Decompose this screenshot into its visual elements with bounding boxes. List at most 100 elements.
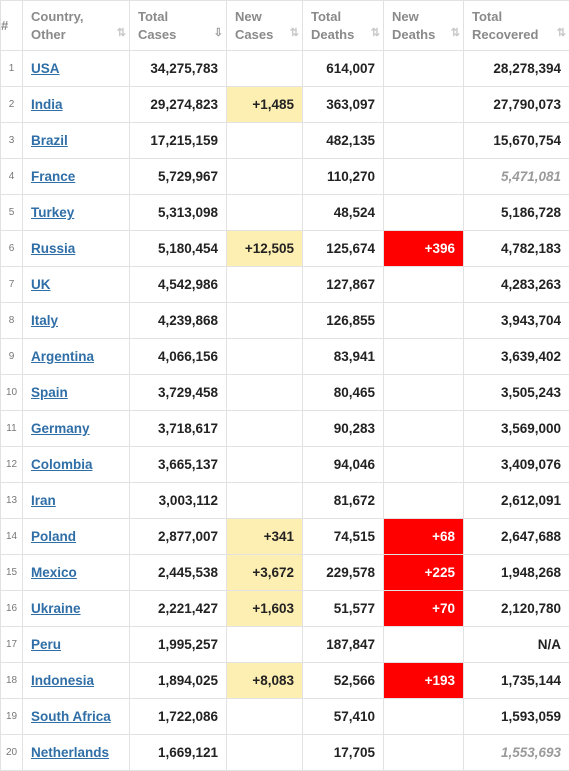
new-deaths-cell (384, 411, 464, 447)
total-cases-cell: 2,877,007 (130, 519, 227, 555)
country-link[interactable]: Germany (31, 421, 90, 436)
country-link[interactable]: Indonesia (31, 673, 94, 688)
total-deaths-cell: 90,283 (303, 411, 384, 447)
total-recovered-cell: 5,186,728 (464, 195, 569, 231)
sort-icon[interactable]: ⇅ (290, 26, 297, 39)
country-link[interactable]: Poland (31, 529, 76, 544)
total-recovered-cell: 3,505,243 (464, 375, 569, 411)
sort-icon[interactable]: ⇅ (557, 26, 564, 39)
country-cell: USA (23, 51, 130, 87)
total-cases-cell: 17,215,159 (130, 123, 227, 159)
new-deaths-cell: +396 (384, 231, 464, 267)
total-deaths-cell: 229,578 (303, 555, 384, 591)
row-rank: 7 (1, 267, 23, 303)
total-cases-cell: 5,729,967 (130, 159, 227, 195)
table-row: 7 UK 4,542,986 127,867 4,283,263 (1, 267, 569, 303)
header-rank[interactable]: # (1, 1, 23, 51)
row-rank: 1 (1, 51, 23, 87)
country-cell: Italy (23, 303, 130, 339)
total-recovered-cell: 4,782,183 (464, 231, 569, 267)
new-cases-cell (227, 627, 303, 663)
total-cases-cell: 5,313,098 (130, 195, 227, 231)
country-link[interactable]: Argentina (31, 349, 94, 364)
country-link[interactable]: India (31, 97, 63, 112)
country-link[interactable]: Turkey (31, 205, 74, 220)
country-link[interactable]: Mexico (31, 565, 77, 580)
country-cell: Iran (23, 483, 130, 519)
country-link[interactable]: France (31, 169, 75, 184)
country-link[interactable]: Iran (31, 493, 56, 508)
new-deaths-cell (384, 159, 464, 195)
total-recovered-cell: 3,569,000 (464, 411, 569, 447)
row-rank: 15 (1, 555, 23, 591)
row-rank: 2 (1, 87, 23, 123)
total-cases-cell: 34,275,783 (130, 51, 227, 87)
country-link[interactable]: UK (31, 277, 51, 292)
country-link[interactable]: Netherlands (31, 745, 109, 760)
new-deaths-cell (384, 699, 464, 735)
new-cases-cell (227, 159, 303, 195)
header-country[interactable]: Country, Other⇅ (23, 1, 130, 51)
country-link[interactable]: Russia (31, 241, 75, 256)
country-link[interactable]: Ukraine (31, 601, 81, 616)
row-rank: 8 (1, 303, 23, 339)
total-cases-cell: 3,665,137 (130, 447, 227, 483)
new-deaths-cell (384, 627, 464, 663)
row-rank: 20 (1, 735, 23, 771)
new-cases-cell (227, 51, 303, 87)
header-total-deaths[interactable]: Total Deaths⇅ (303, 1, 384, 51)
new-cases-cell: +12,505 (227, 231, 303, 267)
total-deaths-cell: 51,577 (303, 591, 384, 627)
new-cases-cell (227, 375, 303, 411)
row-rank: 10 (1, 375, 23, 411)
country-link[interactable]: Spain (31, 385, 68, 400)
header-new-deaths[interactable]: New Deaths⇅ (384, 1, 464, 51)
total-deaths-cell: 57,410 (303, 699, 384, 735)
country-link[interactable]: Colombia (31, 457, 93, 472)
total-deaths-cell: 127,867 (303, 267, 384, 303)
row-rank: 11 (1, 411, 23, 447)
new-deaths-cell (384, 267, 464, 303)
total-deaths-cell: 80,465 (303, 375, 384, 411)
country-link[interactable]: Brazil (31, 133, 68, 148)
row-rank: 4 (1, 159, 23, 195)
sort-desc-icon[interactable]: ⇩ (214, 26, 221, 39)
country-link[interactable]: South Africa (31, 709, 111, 724)
total-recovered-cell: 2,120,780 (464, 591, 569, 627)
country-cell: Netherlands (23, 735, 130, 771)
country-cell: Colombia (23, 447, 130, 483)
total-cases-cell: 3,718,617 (130, 411, 227, 447)
country-link[interactable]: Italy (31, 313, 58, 328)
country-cell: Russia (23, 231, 130, 267)
total-deaths-cell: 363,097 (303, 87, 384, 123)
new-cases-cell: +3,672 (227, 555, 303, 591)
total-cases-cell: 4,542,986 (130, 267, 227, 303)
country-cell: France (23, 159, 130, 195)
header-new-cases[interactable]: New Cases⇅ (227, 1, 303, 51)
country-cell: India (23, 87, 130, 123)
new-cases-cell (227, 123, 303, 159)
country-link[interactable]: Peru (31, 637, 61, 652)
total-recovered-cell: 3,943,704 (464, 303, 569, 339)
sort-icon[interactable]: ⇅ (117, 26, 124, 39)
total-recovered-cell: 3,409,076 (464, 447, 569, 483)
new-cases-cell (227, 303, 303, 339)
header-total-cases[interactable]: Total Cases⇩ (130, 1, 227, 51)
new-deaths-cell (384, 447, 464, 483)
header-row: # Country, Other⇅ Total Cases⇩ New Cases… (1, 1, 569, 51)
country-link[interactable]: USA (31, 61, 60, 76)
sort-icon[interactable]: ⇅ (371, 26, 378, 39)
header-total-recovered[interactable]: Total Recovered⇅ (464, 1, 569, 51)
total-recovered-cell: 4,283,263 (464, 267, 569, 303)
new-deaths-cell: +68 (384, 519, 464, 555)
total-cases-cell: 3,003,112 (130, 483, 227, 519)
sort-icon[interactable]: ⇅ (451, 26, 458, 39)
table-row: 11 Germany 3,718,617 90,283 3,569,000 (1, 411, 569, 447)
